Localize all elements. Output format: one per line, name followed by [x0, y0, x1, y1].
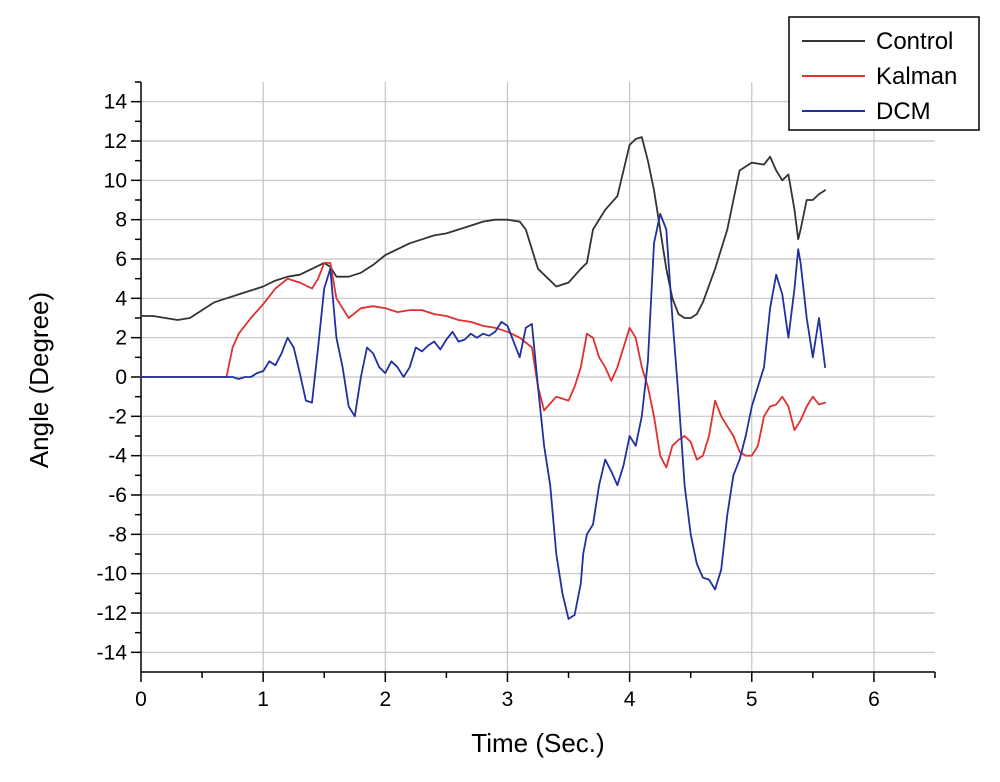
legend: Control Kalman DCM — [788, 16, 980, 131]
y-tick-label: -2 — [108, 405, 127, 428]
grid-layer — [141, 82, 935, 672]
legend-label-dcm: DCM — [876, 98, 931, 125]
x-axis-title: Time (Sec.) — [471, 728, 604, 758]
y-tick-label: 8 — [115, 209, 127, 232]
y-tick-label: -10 — [97, 563, 127, 586]
x-tick-label: 5 — [746, 688, 758, 711]
y-tick-label: 6 — [115, 248, 127, 271]
series-line-control — [140, 136, 826, 321]
series-line-kalman — [140, 261, 826, 469]
legend-label-control: Control — [876, 28, 953, 55]
y-tick-label: -8 — [108, 523, 127, 546]
y-tick-label: 12 — [104, 130, 127, 153]
x-tick-label: 6 — [868, 688, 880, 711]
series-line-dcm — [140, 212, 826, 620]
y-tick-label: 14 — [104, 91, 128, 114]
y-tick-label: -6 — [108, 484, 127, 507]
legend-label-kalman: Kalman — [876, 63, 957, 90]
x-tick-label: 1 — [257, 688, 269, 711]
y-axis-title: Angle (Degree) — [24, 292, 54, 468]
series-layer — [140, 136, 826, 620]
x-tick-label: 3 — [502, 688, 514, 711]
y-tick-label: 0 — [115, 366, 127, 389]
x-tick-label: 4 — [624, 688, 636, 711]
x-tick-label: 2 — [379, 688, 391, 711]
y-tick-label: -4 — [108, 445, 127, 468]
y-tick-label: 4 — [115, 287, 127, 310]
y-tick-label: 10 — [104, 169, 127, 192]
x-tick-label: 0 — [135, 688, 147, 711]
y-tick-label: -14 — [97, 641, 128, 664]
y-tick-label: -12 — [97, 602, 127, 625]
y-tick-label: 2 — [115, 327, 127, 350]
